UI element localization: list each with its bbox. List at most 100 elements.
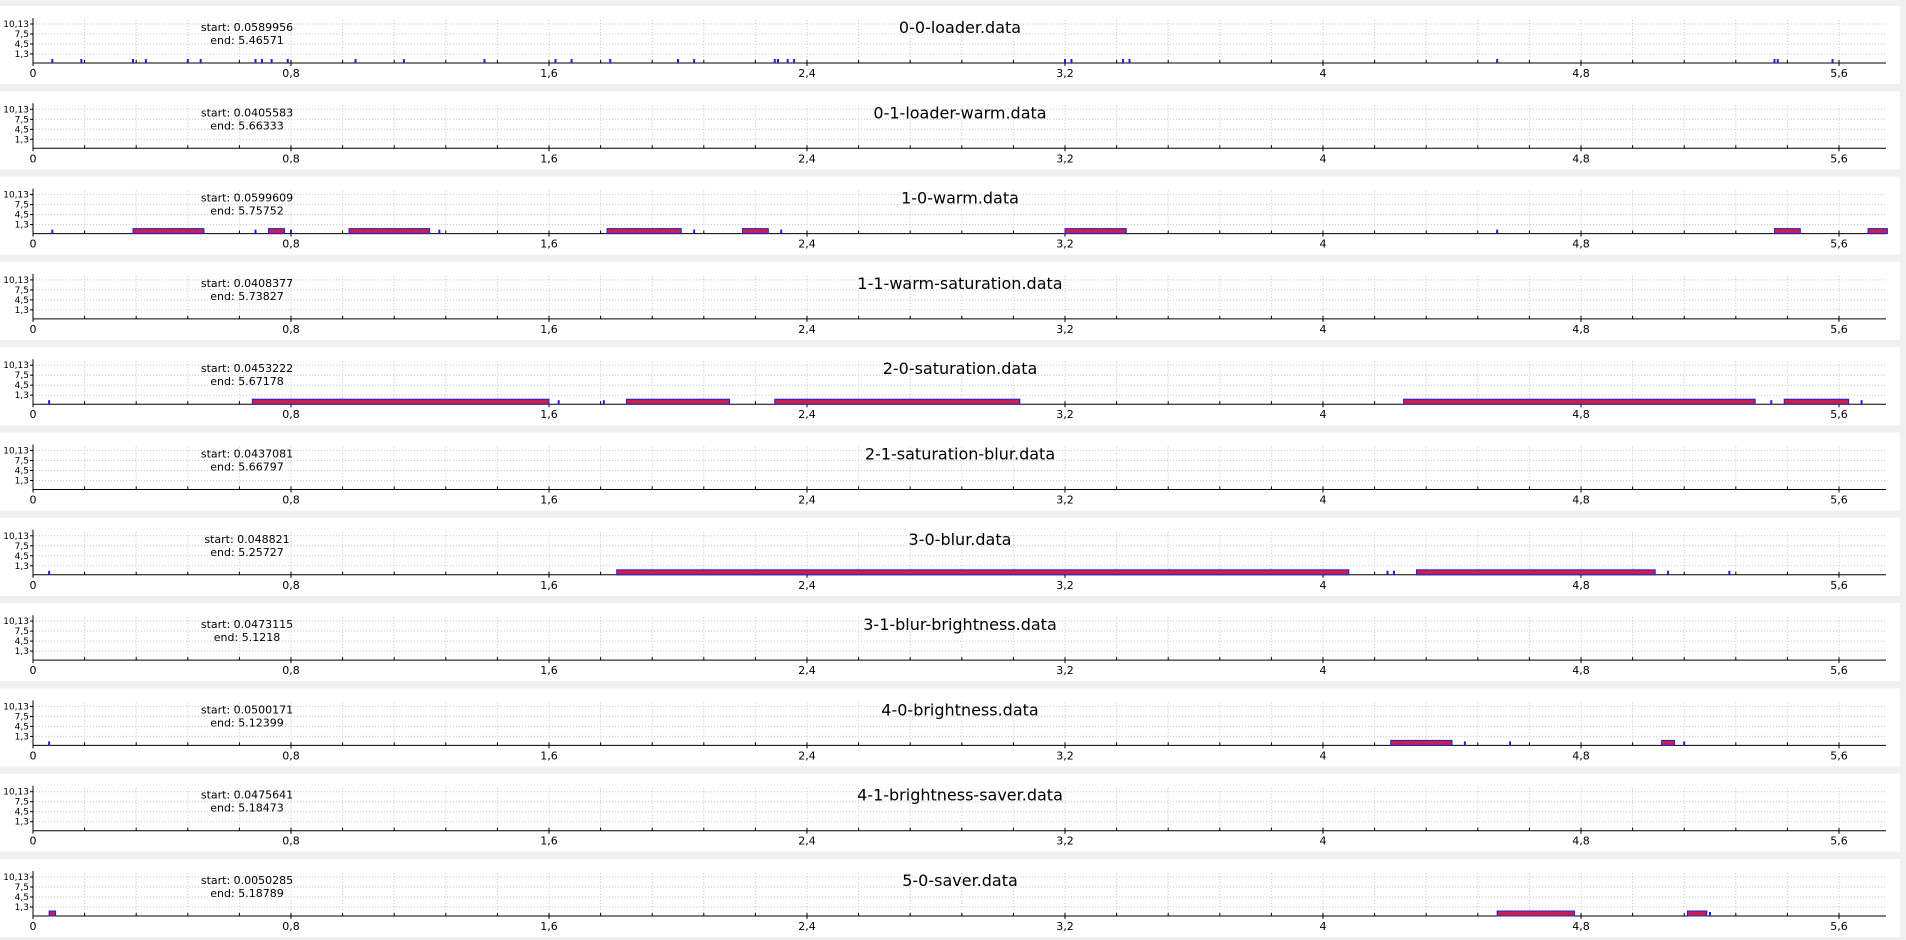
event-mark: [48, 741, 51, 746]
event-mark: [677, 59, 679, 63]
start-label: start: 0.0050285: [201, 874, 293, 887]
interval-bar: [1867, 228, 1888, 235]
x-tick-label: 4,8: [1572, 749, 1590, 762]
x-tick-label: 1,6: [540, 494, 558, 507]
x-tick-label: 0,8: [282, 238, 300, 251]
y-tick-label: 1,3: [15, 818, 29, 828]
x-tick-label: 2,4: [798, 152, 816, 165]
event-mark: [483, 59, 486, 63]
x-tick-label: 3,2: [1056, 749, 1074, 762]
x-tick-label: 3,2: [1056, 664, 1074, 677]
x-tick-label: 2,4: [798, 67, 816, 80]
x-tick-label: 2,4: [798, 835, 816, 848]
interval-bar: [774, 398, 1021, 405]
x-tick-label: 5,6: [1830, 579, 1848, 592]
y-tick-label: 10,13: [3, 532, 29, 542]
x-tick-label: 0: [30, 749, 37, 762]
start-label: start: 0.0405583: [201, 106, 293, 119]
event-mark: [693, 59, 696, 63]
x-tick-label: 1,6: [540, 920, 558, 933]
event-mark: [570, 59, 573, 63]
y-tick-label: 4,5: [15, 893, 29, 903]
event-mark: [186, 59, 189, 63]
x-tick-label: 0: [30, 238, 37, 251]
event-mark: [1709, 912, 1711, 916]
x-tick-label: 4: [1320, 67, 1327, 80]
event-mark: [1683, 741, 1686, 746]
event-mark: [254, 59, 257, 63]
y-tick-label: 7,5: [15, 371, 29, 381]
event-mark: [557, 400, 560, 405]
panel-background: [0, 773, 1900, 852]
x-tick-label: 4,8: [1572, 152, 1590, 165]
x-tick-label: 4: [1320, 664, 1327, 677]
y-tick-label: 4,5: [15, 467, 29, 477]
panel-title: 3-0-blur.data: [909, 530, 1012, 549]
event-mark: [609, 59, 612, 63]
panel-title: 1-1-warm-saturation.data: [857, 274, 1062, 293]
start-label: start: 0.0599609: [201, 192, 293, 205]
panel-title: 1-0-warm.data: [901, 189, 1019, 208]
interval-bar: [1783, 398, 1850, 405]
x-tick-label: 5,6: [1830, 152, 1848, 165]
event-mark: [1728, 570, 1731, 575]
y-tick-label: 7,5: [15, 201, 29, 211]
y-tick-label: 7,5: [15, 542, 29, 552]
x-tick-label: 5,6: [1830, 323, 1848, 336]
panel-background: [0, 91, 1900, 170]
start-label: start: 0.0437081: [201, 448, 293, 461]
start-label: start: 0.0473115: [201, 618, 293, 631]
x-tick-label: 2,4: [798, 494, 816, 507]
y-tick-label: 1,3: [15, 221, 29, 231]
y-tick-label: 7,5: [15, 712, 29, 722]
event-mark: [793, 59, 796, 63]
x-tick-label: 4,8: [1572, 579, 1590, 592]
x-tick-label: 0,8: [282, 920, 300, 933]
chart-panel: 10,137,54,51,30 0,8 1,6 2,4 3,2 4 4,8 5,6 start:…: [0, 517, 1900, 596]
end-label: end: 5.18473: [210, 802, 283, 815]
event-mark: [1667, 570, 1670, 575]
x-tick-label: 1,6: [540, 579, 558, 592]
event-mark: [254, 229, 257, 234]
x-tick-label: 0,8: [282, 408, 300, 421]
y-tick-label: 1,3: [15, 562, 29, 572]
x-tick-label: 3,2: [1056, 238, 1074, 251]
y-tick-label: 10,13: [3, 788, 29, 798]
end-label: end: 5.73827: [210, 290, 283, 303]
event-mark: [51, 229, 54, 234]
chart-panel: 10,137,54,51,30 0,8 1,6 2,4 3,2 4 4,8 5,6 start:…: [0, 261, 1900, 340]
y-tick-label: 7,5: [15, 883, 29, 893]
x-tick-label: 5,6: [1830, 238, 1848, 251]
x-tick-label: 5,6: [1830, 835, 1848, 848]
x-tick-label: 5,6: [1830, 494, 1848, 507]
interval-bar: [606, 228, 682, 235]
x-tick-label: 1,6: [540, 749, 558, 762]
interval-bar: [742, 228, 769, 235]
interval-bar: [625, 398, 731, 405]
chart-panel: 10,137,54,51,30 0,8 1,6 2,4 3,2 4 4,8 5,6 start:…: [0, 432, 1900, 511]
x-tick-label: 3,2: [1056, 152, 1074, 165]
end-label: end: 5.66797: [210, 461, 283, 474]
interval-bar: [616, 569, 1350, 576]
y-tick-label: 7,5: [15, 30, 29, 40]
panel-background: [0, 517, 1900, 596]
y-tick-label: 4,5: [15, 552, 29, 562]
panel-title: 3-1-blur-brightness.data: [863, 615, 1057, 634]
interval-bar: [132, 228, 205, 235]
start-label: start: 0.0475641: [201, 789, 293, 802]
panel-background: [0, 261, 1900, 340]
interval-bar: [1661, 739, 1676, 746]
x-tick-label: 4: [1320, 238, 1327, 251]
chart-panel: 10,137,54,51,30 0,8 1,6 2,4 3,2 4 4,8 5,6 start:…: [0, 91, 1900, 170]
event-mark: [1496, 229, 1499, 234]
x-tick-label: 3,2: [1056, 920, 1074, 933]
event-mark: [1064, 59, 1066, 63]
x-tick-label: 4,8: [1572, 323, 1590, 336]
panel-title: 0-1-loader-warm.data: [873, 103, 1046, 122]
y-tick-label: 7,5: [15, 286, 29, 296]
end-label: end: 5.25727: [210, 546, 283, 559]
x-tick-label: 0,8: [282, 67, 300, 80]
event-mark: [780, 229, 783, 234]
y-tick-label: 10,13: [3, 191, 29, 201]
